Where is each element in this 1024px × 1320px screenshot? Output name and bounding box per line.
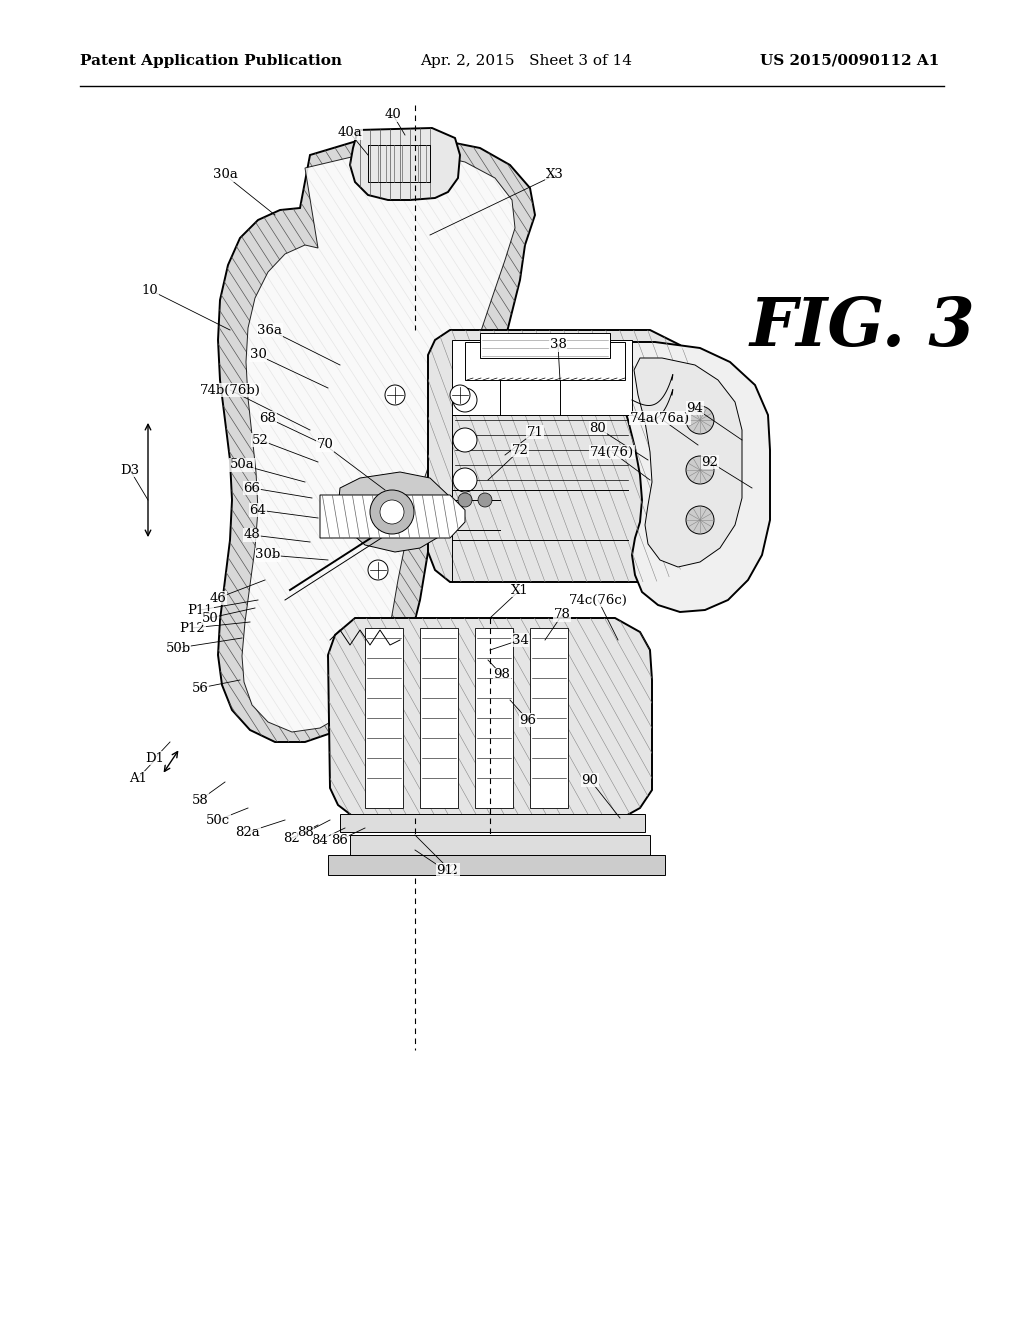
- Bar: [365, 628, 403, 808]
- Text: 50c: 50c: [206, 813, 230, 826]
- Text: 98: 98: [494, 668, 510, 681]
- Polygon shape: [328, 855, 665, 875]
- Circle shape: [686, 455, 714, 484]
- Text: 84: 84: [311, 833, 329, 846]
- Text: Apr. 2, 2015   Sheet 3 of 14: Apr. 2, 2015 Sheet 3 of 14: [420, 54, 632, 69]
- Text: 90: 90: [582, 774, 598, 787]
- Text: US 2015/0090112 A1: US 2015/0090112 A1: [760, 54, 939, 69]
- Text: 74a(76a): 74a(76a): [630, 412, 690, 425]
- Bar: [340, 814, 645, 832]
- Text: 30: 30: [250, 348, 266, 362]
- Circle shape: [453, 388, 477, 412]
- Polygon shape: [350, 836, 650, 855]
- Bar: [480, 333, 610, 358]
- Text: 70: 70: [316, 438, 334, 451]
- Text: 74c(76c): 74c(76c): [568, 594, 628, 606]
- Text: 74b(76b): 74b(76b): [200, 384, 260, 396]
- Text: 86: 86: [332, 833, 348, 846]
- Text: 91: 91: [436, 863, 454, 876]
- Polygon shape: [242, 152, 515, 733]
- Text: P11: P11: [187, 603, 213, 616]
- Text: X2: X2: [441, 863, 459, 876]
- Circle shape: [380, 500, 404, 524]
- Text: A1: A1: [129, 771, 147, 784]
- Text: 74(76): 74(76): [590, 446, 634, 458]
- Text: 96: 96: [519, 714, 537, 726]
- Text: 50a: 50a: [229, 458, 254, 471]
- Polygon shape: [428, 330, 698, 582]
- Text: D1: D1: [145, 751, 165, 764]
- Text: 46: 46: [210, 591, 226, 605]
- Circle shape: [450, 385, 470, 405]
- Circle shape: [478, 492, 492, 507]
- Text: 94: 94: [686, 401, 703, 414]
- Text: 56: 56: [191, 681, 209, 694]
- Polygon shape: [218, 139, 535, 742]
- Text: 82a: 82a: [236, 825, 260, 838]
- Text: 72: 72: [512, 444, 528, 457]
- Text: 58: 58: [191, 793, 208, 807]
- Circle shape: [458, 492, 472, 507]
- Text: 40a: 40a: [338, 127, 362, 140]
- Text: X3: X3: [546, 169, 564, 181]
- Text: 88: 88: [297, 826, 313, 840]
- Text: 38: 38: [550, 338, 566, 351]
- Text: 50b: 50b: [166, 642, 190, 655]
- Text: 36a: 36a: [257, 323, 283, 337]
- Circle shape: [370, 490, 414, 535]
- Polygon shape: [615, 342, 770, 612]
- Polygon shape: [319, 495, 465, 539]
- Text: 40: 40: [385, 108, 401, 121]
- Polygon shape: [350, 128, 460, 201]
- Text: 52: 52: [252, 433, 268, 446]
- Circle shape: [453, 469, 477, 492]
- Text: 82: 82: [284, 832, 300, 845]
- Text: 92: 92: [701, 455, 719, 469]
- Text: 78: 78: [554, 609, 570, 622]
- Text: 68: 68: [259, 412, 276, 425]
- Text: 48: 48: [244, 528, 260, 541]
- Text: 30a: 30a: [213, 169, 238, 181]
- Circle shape: [453, 428, 477, 451]
- Text: 50: 50: [202, 611, 218, 624]
- Bar: [475, 628, 513, 808]
- Text: P12: P12: [179, 622, 205, 635]
- Text: 64: 64: [250, 503, 266, 516]
- Text: 10: 10: [141, 284, 159, 297]
- Text: 80: 80: [590, 421, 606, 434]
- Text: 34: 34: [512, 634, 528, 647]
- Polygon shape: [634, 358, 742, 568]
- Text: X1: X1: [511, 583, 528, 597]
- Polygon shape: [338, 473, 450, 552]
- Text: Patent Application Publication: Patent Application Publication: [80, 54, 342, 69]
- Text: 30b: 30b: [255, 549, 281, 561]
- Text: D3: D3: [121, 463, 139, 477]
- Bar: [452, 341, 632, 414]
- Text: 66: 66: [244, 482, 260, 495]
- Text: FIG. 3: FIG. 3: [750, 294, 976, 360]
- Circle shape: [368, 560, 388, 579]
- Bar: [420, 628, 458, 808]
- Bar: [465, 342, 625, 380]
- Circle shape: [385, 385, 406, 405]
- Circle shape: [686, 506, 714, 535]
- Polygon shape: [328, 618, 652, 818]
- Text: 71: 71: [526, 425, 544, 438]
- Bar: [530, 628, 568, 808]
- Circle shape: [686, 407, 714, 434]
